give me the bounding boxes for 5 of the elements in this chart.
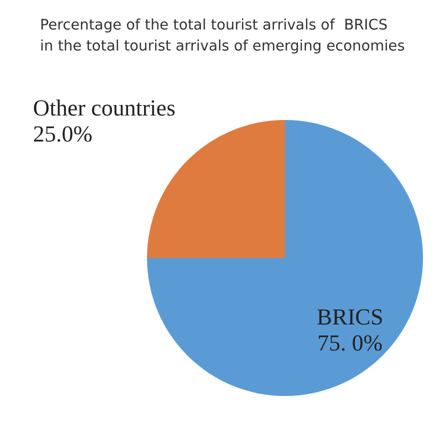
chart-title: Percentage of the total tourist arrivals of BRICS in the total tourist arrivals of emerging economies [40,18,405,54]
slice-label: Other countries [33,96,176,120]
data-label: 75. 0% [317,330,383,356]
data-label: 25.0% [33,122,92,146]
slice-label: BRICS [316,304,384,330]
